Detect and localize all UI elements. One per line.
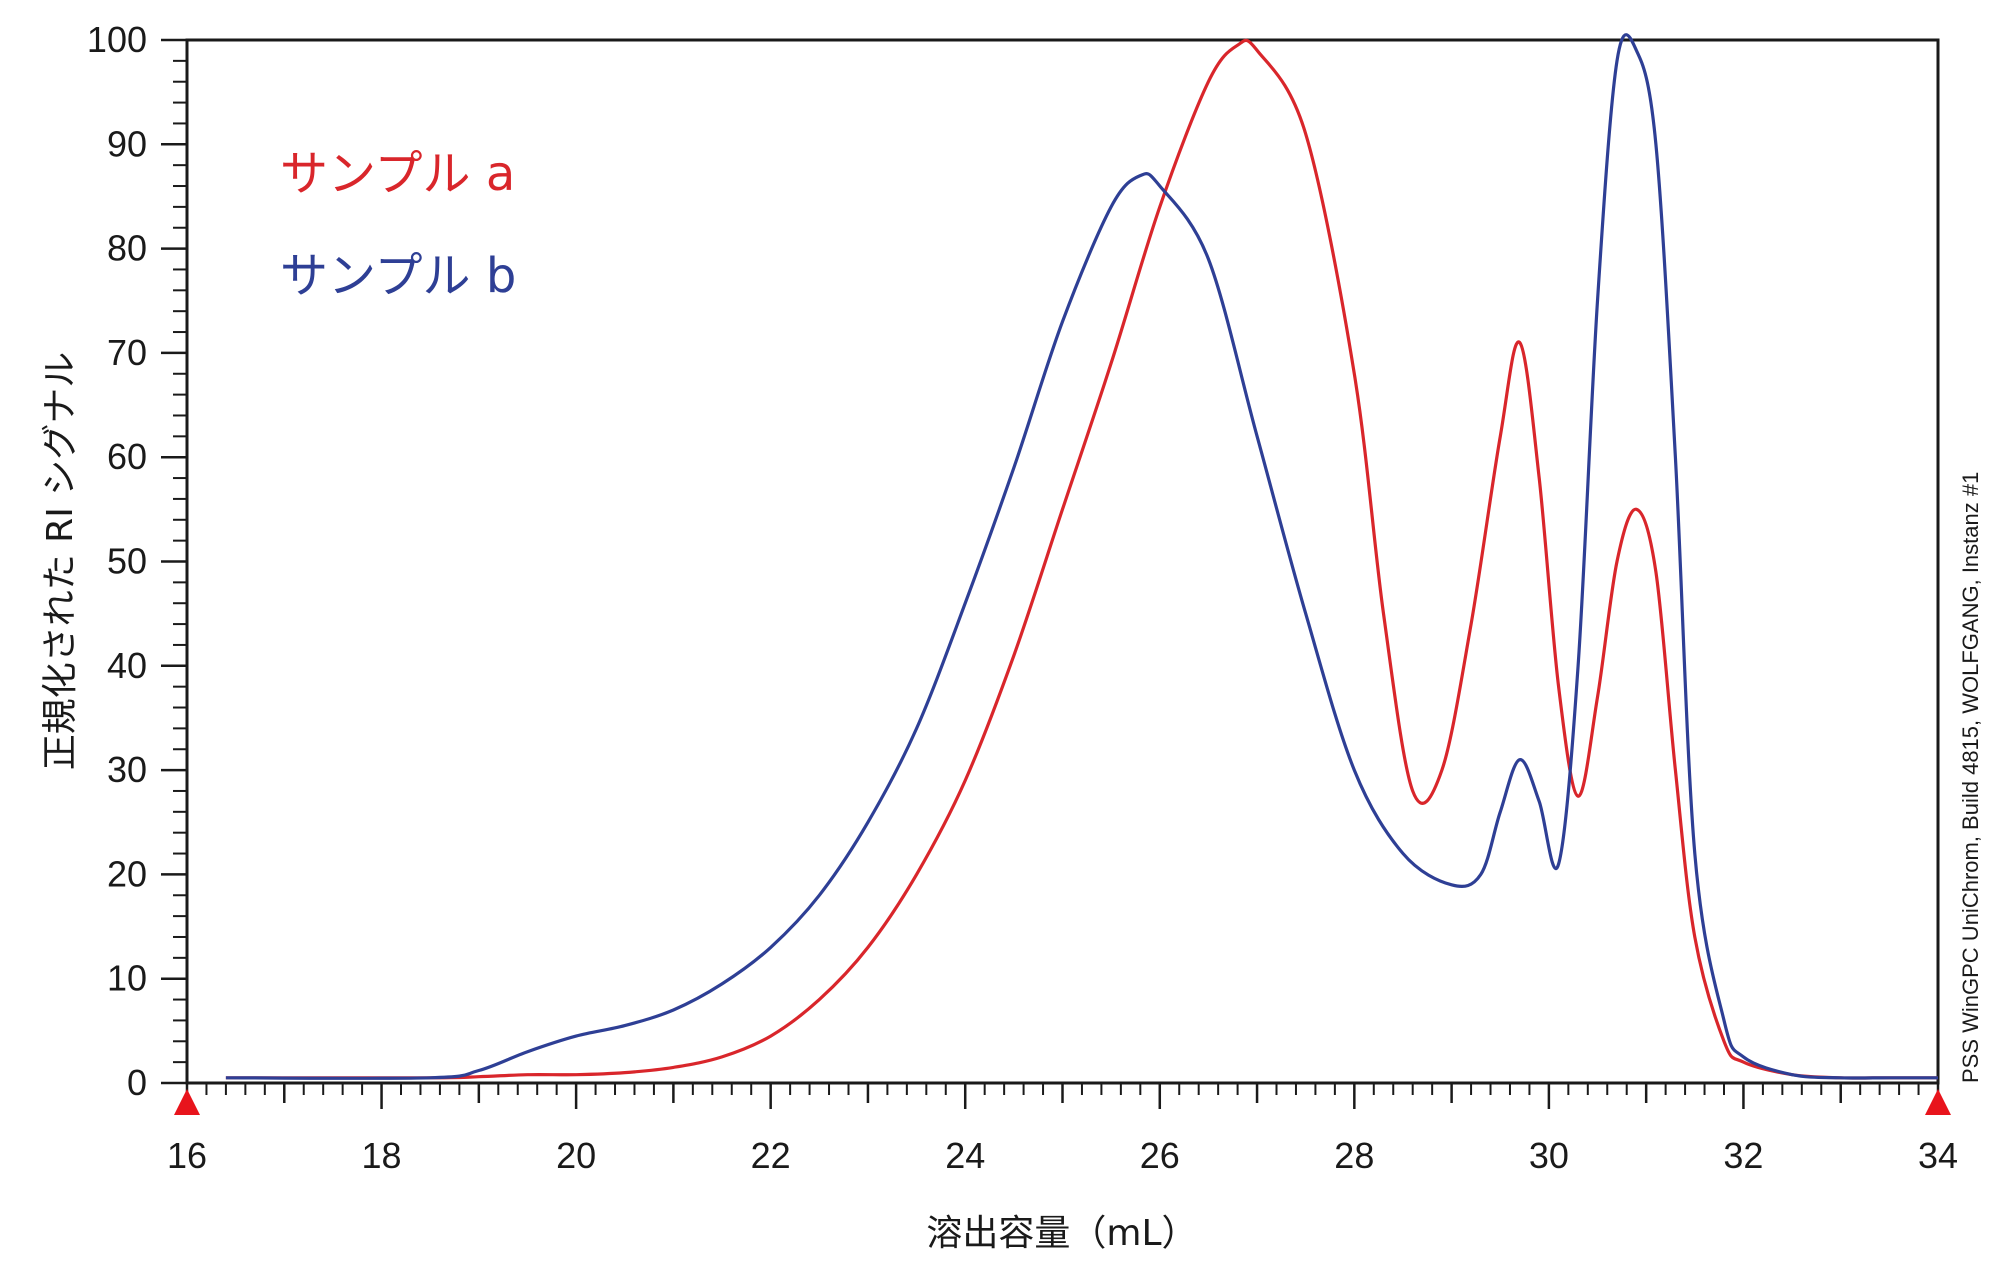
software-watermark: PSS WinGPC UniChrom, Build 4815, WOLFGAN… — [1958, 472, 1983, 1083]
limit-marker-right — [1925, 1089, 1951, 1115]
series-line-sample-a — [225, 38, 1938, 1080]
x-tick-label: 16 — [167, 1135, 207, 1176]
y-axis-title: 正規化された RI シグナル — [40, 352, 81, 771]
y-tick-label: 80 — [107, 228, 147, 269]
y-axis-tick-labels: 0 10 20 30 40 50 60 70 80 90 100 — [87, 19, 147, 1103]
y-tick-label: 100 — [87, 19, 147, 60]
y-tick-label: 0 — [127, 1062, 147, 1103]
y-tick-label: 70 — [107, 332, 147, 373]
x-tick-label: 18 — [362, 1135, 402, 1176]
legend-sample-b: サンプル b — [280, 248, 516, 304]
limit-marker-left — [174, 1089, 200, 1115]
x-tick-label: 26 — [1140, 1135, 1180, 1176]
x-tick-label: 20 — [556, 1135, 596, 1176]
series-layer — [225, 33, 1938, 1080]
x-tick-label: 34 — [1918, 1135, 1958, 1176]
x-axis-tick-labels: 16 18 20 22 24 26 28 30 32 34 — [167, 1135, 1958, 1176]
x-tick-label: 24 — [945, 1135, 985, 1176]
y-axis-ticks — [161, 38, 187, 1085]
x-axis-title: 溶出容量（mL） — [926, 1213, 1197, 1254]
y-tick-label: 90 — [107, 123, 147, 164]
x-axis-ticks — [185, 1083, 1940, 1109]
y-tick-label: 20 — [107, 853, 147, 894]
y-tick-label: 50 — [107, 541, 147, 582]
integration-limit-markers — [174, 1089, 1951, 1115]
x-tick-label: 28 — [1334, 1135, 1374, 1176]
x-tick-label: 22 — [751, 1135, 791, 1176]
legend-sample-a: サンプル a — [280, 146, 515, 202]
series-line-sample-b — [225, 33, 1938, 1080]
y-tick-label: 30 — [107, 749, 147, 790]
x-tick-label: 30 — [1529, 1135, 1569, 1176]
x-tick-label: 32 — [1723, 1135, 1763, 1176]
y-tick-label: 60 — [107, 436, 147, 477]
y-tick-label: 10 — [107, 958, 147, 999]
y-tick-label: 40 — [107, 645, 147, 686]
